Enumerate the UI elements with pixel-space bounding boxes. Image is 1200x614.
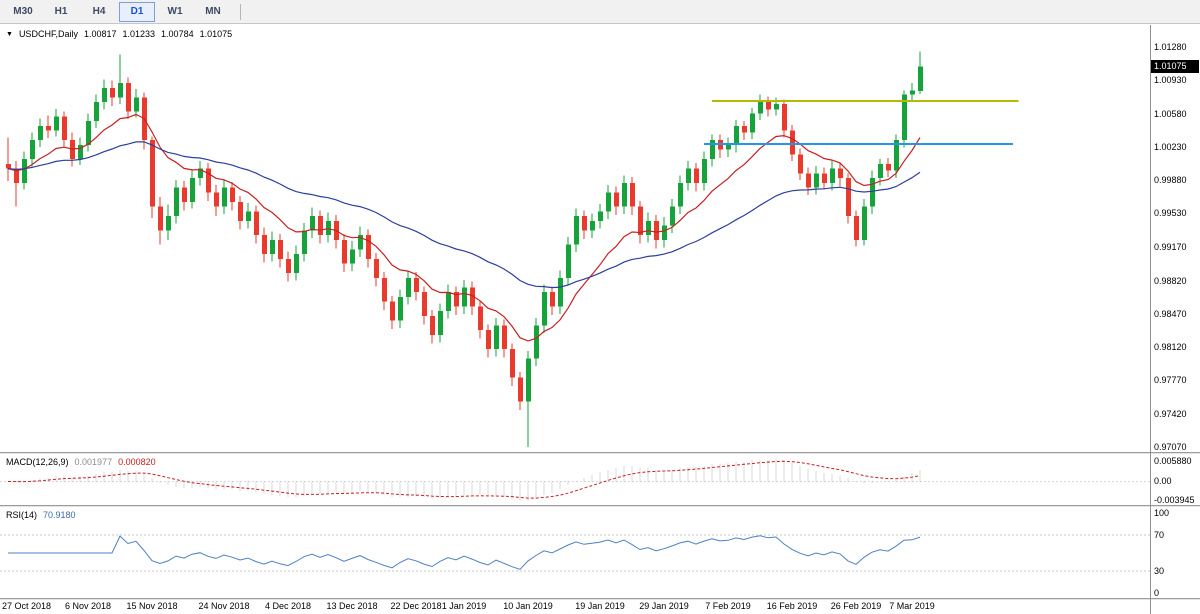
symbol-name: USDCHF,Daily [18,29,78,39]
price-axis-label: 0.98470 [1154,309,1187,319]
date-axis-label: 1 Jan 2019 [441,601,487,611]
rsi-name: RSI(14) [6,510,38,520]
timeframe-button-h1[interactable]: H1 [54,6,68,17]
rsi-axis-label: 0 [1154,588,1160,598]
price-axis-label: 1.00580 [1154,109,1187,119]
date-axis-label: 7 Feb 2019 [705,601,751,611]
macd-axis-label: -0.003945 [1154,495,1195,505]
timeframe-button-w1[interactable]: W1 [167,6,183,17]
price-axis-label: 1.01280 [1154,42,1187,52]
rsi-label: RSI(14) 70.9180 [6,510,76,520]
pane-splitter[interactable] [0,452,1200,455]
rsi-canvas[interactable] [0,508,1150,598]
price-axis-label: 1.00930 [1154,75,1187,85]
date-axis-label: 29 Jan 2019 [639,601,689,611]
rsi-axis-label: 30 [1154,566,1165,576]
date-axis-label: 19 Jan 2019 [575,601,625,611]
timeframe-button-d1[interactable]: D1 [119,1,155,22]
date-axis-label: 10 Jan 2019 [503,601,553,611]
date-axis-label: 7 Mar 2019 [889,601,935,611]
pane-splitter[interactable] [0,505,1200,508]
ohlc-low: 1.00784 [161,29,194,39]
rsi-axis-label: 100 [1154,508,1170,518]
price-axis-label: 0.99530 [1154,208,1187,218]
macd-name: MACD(12,26,9) [6,457,69,467]
rsi-axis-label: 70 [1154,530,1165,540]
toolbar-separator [240,3,241,20]
timeframe-button-m30[interactable]: M30 [13,6,33,17]
symbol-ohlc-readout: ▼ USDCHF,Daily 1.00817 1.01233 1.00784 1… [6,29,232,39]
price-axis-label: 0.97770 [1154,375,1187,385]
current-price-box: 1.01075 [1151,60,1199,73]
date-axis-label: 15 Nov 2018 [126,601,178,611]
price-axis-label: 0.97070 [1154,442,1187,452]
price-axis-label: 0.98120 [1154,342,1187,352]
price-axis-label: 0.99170 [1154,242,1187,252]
macd-signal-value: 0.000820 [118,457,156,467]
date-axis-label: 13 Dec 2018 [326,601,378,611]
timeframe-button-h4[interactable]: H4 [92,6,106,17]
rsi-value: 70.9180 [43,510,76,520]
date-axis-label: 22 Dec 2018 [390,601,442,611]
date-axis-label: 6 Nov 2018 [64,601,112,611]
timeframe-toolbar: M30 H1 H4 D1 W1 MN [0,0,1200,24]
macd-axis[interactable]: 0.005880 0.00 -0.003945 [1151,455,1200,505]
ohlc-high: 1.01233 [122,29,156,39]
macd-axis-label: 0.00 [1154,476,1172,486]
macd-axis-label: 0.005880 [1154,456,1192,466]
date-axis[interactable]: 27 Oct 2018 6 Nov 2018 15 Nov 2018 24 Nov 2… [0,600,1150,614]
rsi-pane[interactable]: RSI(14) 70.9180 [0,508,1150,598]
timeframe-button-mn[interactable]: MN [205,6,221,17]
price-axis-label: 0.98820 [1154,276,1187,286]
price-axis[interactable]: 1.01075 1.01280 1.00930 1.00580 1.00230 0.99… [1151,25,1200,452]
symbol-dropdown-icon[interactable]: ▼ [6,30,13,38]
ohlc-close: 1.01075 [199,29,233,39]
price-axis-label: 0.97420 [1154,409,1187,419]
rsi-axis[interactable]: 100 70 30 0 [1151,508,1200,598]
macd-pane[interactable]: MACD(12,26,9) 0.001977 0.000820 [0,455,1150,505]
date-axis-label: 27 Oct 2018 [2,601,52,611]
date-axis-label: 4 Dec 2018 [264,601,312,611]
macd-label: MACD(12,26,9) 0.001977 0.000820 [6,457,156,467]
macd-canvas[interactable] [0,455,1150,505]
macd-main-value: 0.001977 [74,457,113,467]
pane-splitter[interactable] [0,598,1200,600]
main-chart-canvas[interactable] [0,25,1150,452]
price-axis-label: 0.99880 [1154,175,1187,185]
main-chart-pane[interactable]: ▼ USDCHF,Daily 1.00817 1.01233 1.00784 1… [0,25,1150,452]
ohlc-open: 1.00817 [83,29,117,39]
axis-separator-line [1150,25,1151,614]
date-axis-label: 24 Nov 2018 [198,601,250,611]
date-axis-label: 26 Feb 2019 [830,601,882,611]
date-axis-label: 16 Feb 2019 [766,601,818,611]
price-axis-label: 1.00230 [1154,142,1187,152]
